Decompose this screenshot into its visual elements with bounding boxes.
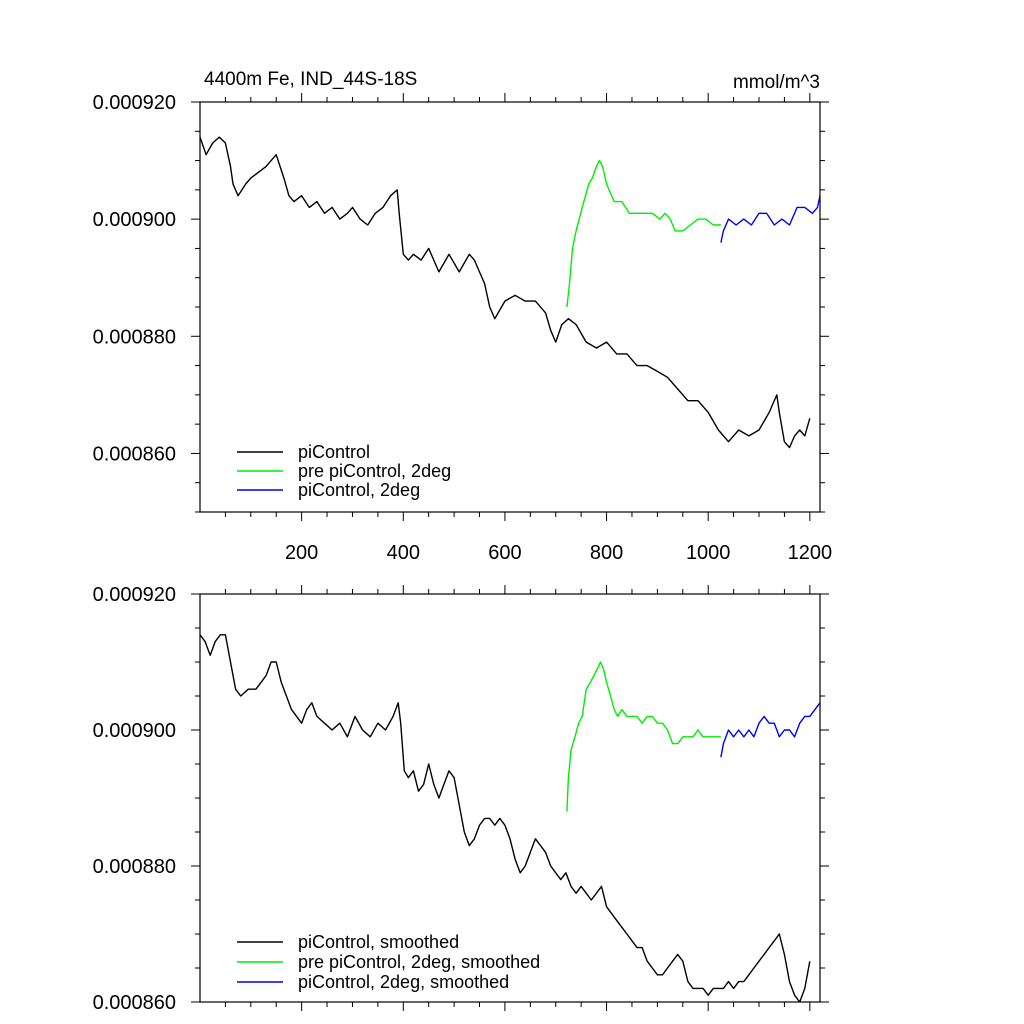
top-y-ticks (191, 102, 829, 512)
bottom-series-line-2 (721, 703, 820, 757)
top-y-tick-label: 0.000900 (93, 209, 176, 231)
bottom-series-line-0 (200, 635, 810, 1002)
bottom-y-tick-label: 0.000880 (93, 856, 176, 878)
bottom-legend-label-0: piControl, smoothed (298, 932, 459, 952)
bottom-series-line-1 (567, 662, 721, 812)
top-y-tick-label: 0.000920 (93, 92, 176, 114)
top-panel: 200 400 600 800 1000 1200 0.000920 0.000900 0.00… (93, 92, 833, 564)
bottom-legend-label-2: piControl, 2deg, smoothed (298, 972, 509, 992)
top-x-tick-label: 200 (285, 542, 318, 564)
top-plot-frame (200, 102, 820, 512)
bottom-y-tick-label: 0.000860 (93, 992, 176, 1014)
top-y-tick-label: 0.000860 (93, 443, 176, 465)
top-legend-label-2: piControl, 2deg (298, 480, 420, 500)
top-x-tick-label: 600 (488, 542, 521, 564)
bottom-panel: 0.000920 0.000900 0.000880 0.000860 piContro… (93, 584, 829, 1014)
top-series-line-2 (721, 196, 820, 243)
top-x-tick-label: 1000 (686, 542, 731, 564)
top-chart-units: mmol/m^3 (733, 72, 820, 93)
top-legend-label-0: piControl (298, 442, 370, 462)
top-series-line-1 (567, 161, 721, 307)
bottom-legend-label-1: pre piControl, 2deg, smoothed (298, 952, 540, 972)
bottom-plot-frame (200, 594, 820, 1002)
top-x-tick-label: 800 (590, 542, 623, 564)
top-y-tick-label: 0.000880 (93, 326, 176, 348)
bottom-y-tick-label: 0.000900 (93, 720, 176, 742)
bottom-y-ticks (191, 594, 829, 1002)
top-legend-label-1: pre piControl, 2deg (298, 461, 451, 481)
top-x-tick-label: 1200 (788, 542, 833, 564)
top-series-line-0 (200, 137, 810, 448)
bottom-y-tick-label: 0.000920 (93, 584, 176, 606)
top-chart-title: 4400m Fe, IND_44S-18S (204, 69, 417, 90)
top-x-tick-label: 400 (387, 542, 420, 564)
